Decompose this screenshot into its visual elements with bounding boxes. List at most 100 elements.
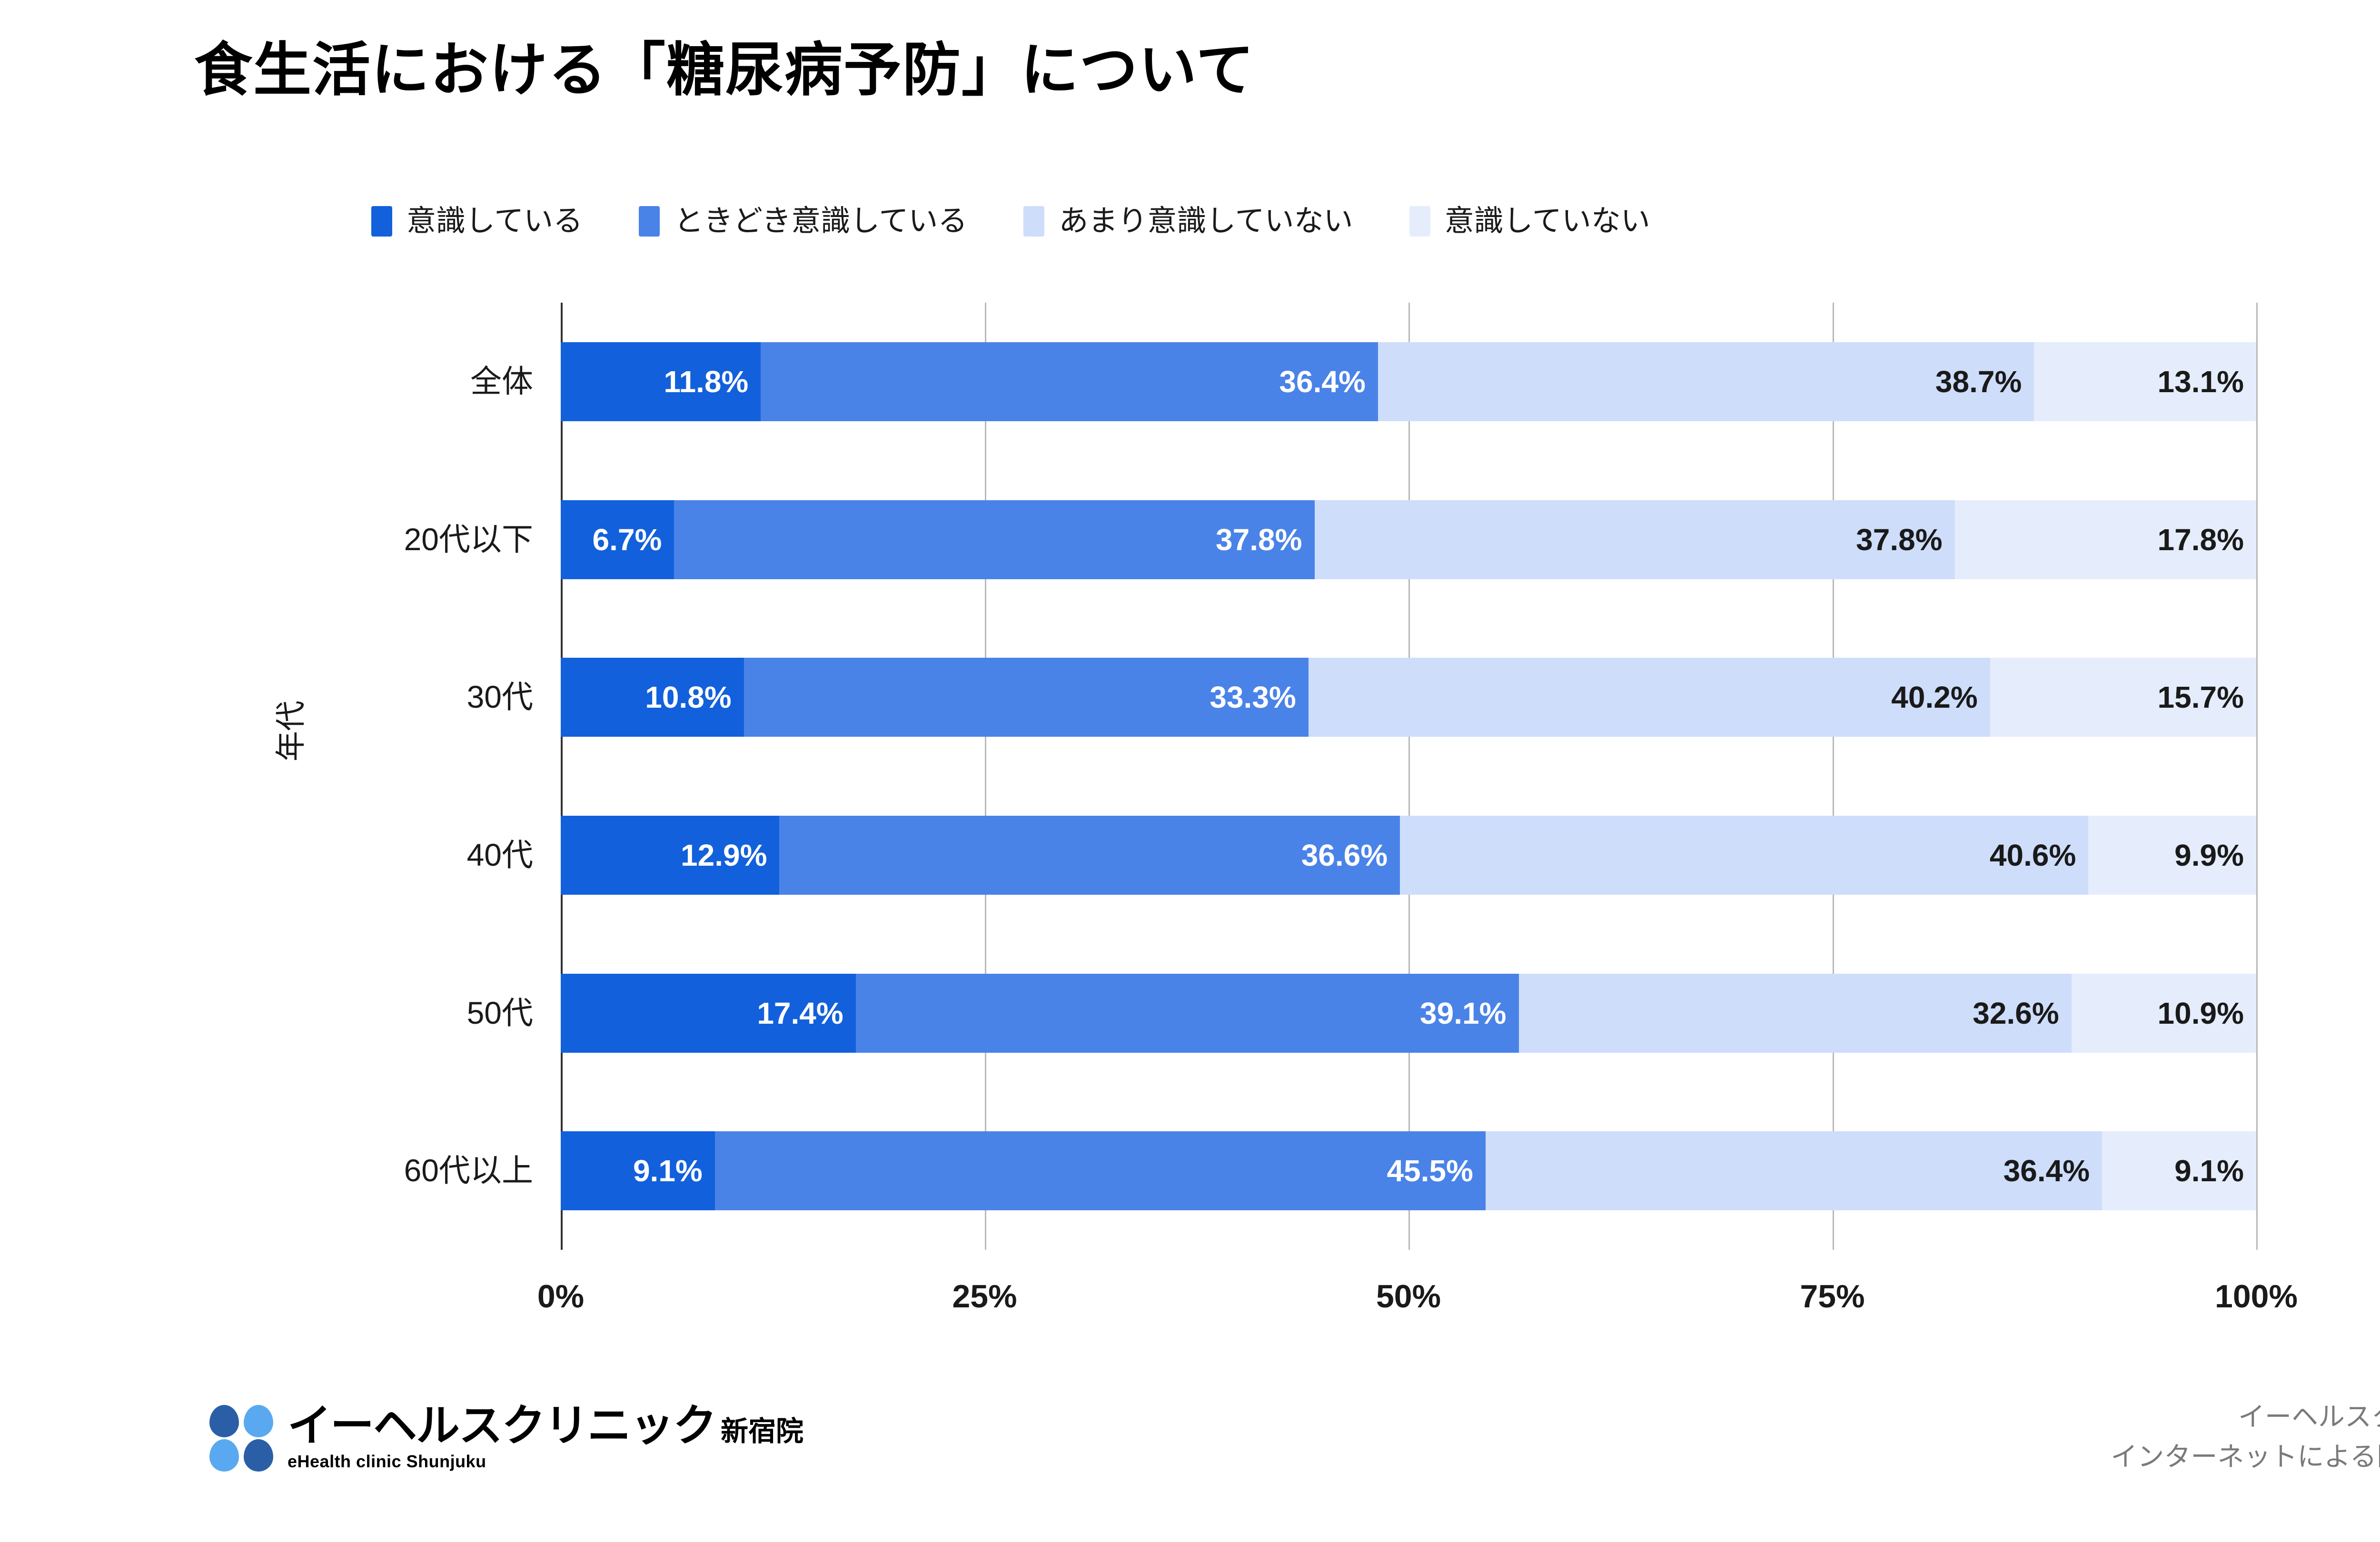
- bar-segment[interactable]: 32.6%: [1518, 973, 2072, 1053]
- bar-segment[interactable]: 9.1%: [2102, 1131, 2256, 1211]
- bar-segment[interactable]: 10.8%: [561, 658, 744, 737]
- y-axis-line: [561, 303, 563, 1250]
- bar-value-label: 6.7%: [592, 522, 662, 557]
- category-label-text: 60代以上: [404, 1153, 533, 1188]
- bar-segment[interactable]: 10.9%: [2071, 973, 2256, 1053]
- bar-value-label: 36.4%: [2003, 1154, 2090, 1188]
- bar-segment[interactable]: 17.8%: [1954, 500, 2256, 579]
- legend-item-3[interactable]: あまり意識していない: [1023, 206, 1353, 237]
- x-tick-label: 50%: [1376, 1278, 1441, 1315]
- bar-value-label: 45.5%: [1387, 1154, 1473, 1188]
- bar-value-label: 15.7%: [2157, 680, 2244, 715]
- bar-value-label: 40.6%: [1989, 838, 2076, 872]
- bar-value-label: 38.7%: [1935, 364, 2022, 399]
- logo-name-jp: イーヘルスクリニック: [288, 1402, 717, 1450]
- legend-item-2[interactable]: ときどき意識している: [639, 206, 967, 237]
- category-label: 50代: [267, 997, 533, 1028]
- logo-name-en: eHealth clinic Shunjuku: [288, 1451, 486, 1471]
- bar-segment[interactable]: 45.5%: [714, 1131, 1486, 1211]
- logo-petal-top-right-icon: [244, 1404, 273, 1437]
- bar-value-label: 33.3%: [1210, 680, 1296, 715]
- gridline-100: [2256, 303, 2258, 1250]
- legend-item-label: 意識している: [407, 205, 583, 237]
- logo-petal-top-left-icon: [209, 1404, 239, 1437]
- category-label-text: 全体: [470, 363, 533, 399]
- bar-value-label: 32.6%: [1973, 996, 2059, 1030]
- x-tick-label: 25%: [952, 1278, 1017, 1315]
- bar-value-label: 12.9%: [681, 838, 767, 872]
- bar-segment[interactable]: 39.1%: [855, 973, 1519, 1053]
- bar-value-label: 9.1%: [2174, 1154, 2244, 1188]
- bar-segment[interactable]: 36.4%: [1485, 1131, 2102, 1211]
- bar-segment[interactable]: 37.8%: [1314, 500, 1955, 579]
- bar-value-label: 9.9%: [2174, 838, 2244, 872]
- bar-segment[interactable]: 36.6%: [779, 815, 1400, 895]
- gridline-75: [1832, 303, 1834, 1250]
- logo-petal-bottom-right-icon: [244, 1439, 273, 1472]
- category-label: 全体: [267, 366, 533, 397]
- bar-segment[interactable]: 38.7%: [1378, 342, 2034, 421]
- legend-swatch-icon: [639, 206, 660, 237]
- bar-segment[interactable]: 36.4%: [761, 342, 1378, 421]
- category-label: 40代: [267, 839, 533, 870]
- bar-value-label: 36.4%: [1279, 364, 1366, 399]
- legend-item-4[interactable]: 意識していない: [1409, 206, 1650, 237]
- bar-value-label: 13.1%: [2157, 364, 2244, 399]
- bar-segment[interactable]: 37.8%: [674, 500, 1315, 579]
- bar-segment[interactable]: 15.7%: [1990, 658, 2256, 737]
- page-title: 食生活における「糖尿病予防」について: [194, 38, 1255, 102]
- gridline-50: [1408, 303, 1410, 1250]
- bar-row: 10.8% 33.3% 40.2% 15.7%: [561, 658, 2256, 737]
- category-label: 20代以下: [267, 524, 533, 555]
- bar-value-label: 10.8%: [645, 680, 732, 715]
- bar-value-label: 10.9%: [2157, 996, 2244, 1030]
- chart-legend: 意識している ときどき意識している あまり意識していない 意識していない: [371, 193, 1650, 250]
- bar-segment[interactable]: 40.6%: [1400, 815, 2089, 895]
- x-tick-label: 0%: [537, 1278, 585, 1315]
- bar-segment[interactable]: 12.9%: [561, 815, 780, 895]
- bar-value-label: 40.2%: [1891, 680, 1978, 715]
- bar-row: 17.4% 39.1% 32.6% 10.9%: [561, 973, 2256, 1053]
- category-label: 60代以上: [267, 1155, 533, 1186]
- x-tick-label: 100%: [2215, 1278, 2298, 1315]
- y-axis-title: 年代: [274, 701, 308, 761]
- bar-segment[interactable]: 11.8%: [561, 342, 761, 421]
- logo-text: イーヘルスクリニック 新宿院 eHealth clinic Shunjuku: [288, 1404, 803, 1472]
- legend-item-label: 意識していない: [1444, 205, 1650, 237]
- logo-mark-icon: [209, 1404, 275, 1472]
- legend-swatch-icon: [1023, 206, 1045, 237]
- chart-plot-area: 11.8% 36.4% 38.7% 13.1% 6.7% 37.8% 37.8% 17.8% 1…: [561, 303, 2258, 1250]
- bar-row: 6.7% 37.8% 37.8% 17.8%: [561, 500, 2256, 579]
- logo-main-line: イーヘルスクリニック 新宿院: [288, 1404, 803, 1449]
- bar-value-label: 17.4%: [757, 996, 843, 1030]
- bar-value-label: 17.8%: [2157, 522, 2244, 557]
- bar-rows: 11.8% 36.4% 38.7% 13.1% 6.7% 37.8% 37.8% 17.8% 1…: [561, 303, 2256, 1250]
- source-line-2: インターネットによる匿名調査｜n=305: [2111, 1442, 2380, 1472]
- bar-segment[interactable]: 6.7%: [561, 500, 674, 579]
- category-label-text: 40代: [466, 837, 533, 872]
- legend-item-1[interactable]: 意識している: [371, 206, 583, 237]
- gridline-25: [984, 303, 986, 1250]
- logo-petal-bottom-left-icon: [209, 1439, 239, 1472]
- bar-value-label: 36.6%: [1301, 838, 1388, 872]
- bar-segment[interactable]: 9.1%: [561, 1131, 715, 1211]
- bar-segment[interactable]: 40.2%: [1308, 658, 1990, 737]
- bar-value-label: 37.8%: [1856, 522, 1943, 557]
- category-label-text: 50代: [466, 995, 533, 1030]
- bar-segment[interactable]: 9.9%: [2088, 815, 2256, 895]
- bar-segment[interactable]: 17.4%: [561, 973, 856, 1053]
- bar-value-label: 37.8%: [1216, 522, 1302, 557]
- legend-item-label: あまり意識していない: [1059, 205, 1353, 237]
- bar-value-label: 39.1%: [1420, 996, 1507, 1030]
- bar-segment[interactable]: 13.1%: [2034, 342, 2256, 421]
- category-label-text: 20代以下: [404, 521, 533, 557]
- bar-value-label: 9.1%: [633, 1154, 703, 1188]
- bar-segment[interactable]: 33.3%: [744, 658, 1309, 737]
- logo-name-suffix: 新宿院: [721, 1416, 804, 1447]
- x-axis-ticks: 0% 25% 50% 75% 100%: [537, 1278, 2298, 1328]
- x-tick-label: 75%: [1800, 1278, 1865, 1315]
- category-label-text: 30代: [466, 679, 533, 715]
- bar-value-label: 11.8%: [664, 364, 749, 399]
